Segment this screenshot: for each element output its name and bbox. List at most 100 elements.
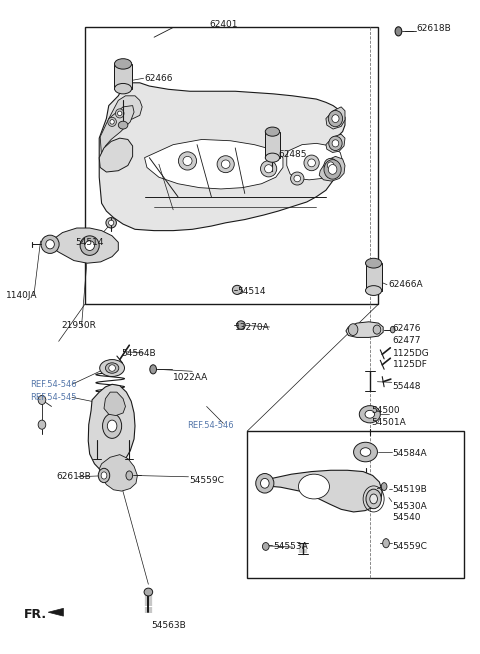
Text: 54559C: 54559C	[189, 476, 224, 485]
Text: 55448: 55448	[393, 383, 421, 391]
Ellipse shape	[265, 127, 280, 136]
Ellipse shape	[395, 27, 402, 36]
Ellipse shape	[304, 155, 319, 171]
Ellipse shape	[327, 162, 334, 169]
Text: 54519B: 54519B	[393, 485, 428, 494]
Polygon shape	[287, 143, 343, 180]
Text: 62401: 62401	[209, 20, 238, 29]
Ellipse shape	[126, 471, 132, 480]
Ellipse shape	[365, 410, 374, 418]
Ellipse shape	[108, 117, 116, 126]
Ellipse shape	[38, 396, 46, 404]
Text: 54584A: 54584A	[393, 449, 427, 458]
Polygon shape	[104, 392, 125, 415]
Ellipse shape	[108, 420, 117, 432]
Text: 54559C: 54559C	[393, 542, 428, 551]
Text: 62466A: 62466A	[388, 280, 422, 289]
Polygon shape	[99, 138, 132, 172]
Ellipse shape	[373, 325, 381, 334]
Ellipse shape	[221, 160, 230, 169]
Ellipse shape	[383, 539, 389, 548]
Text: 1022AA: 1022AA	[173, 373, 208, 383]
Text: 1140JA: 1140JA	[6, 291, 37, 300]
Polygon shape	[346, 322, 383, 337]
Ellipse shape	[290, 172, 304, 185]
Ellipse shape	[217, 156, 234, 173]
Ellipse shape	[106, 218, 116, 228]
Ellipse shape	[366, 489, 381, 509]
Polygon shape	[99, 455, 137, 491]
Text: 62618B: 62618B	[56, 472, 91, 481]
Ellipse shape	[116, 109, 124, 118]
Ellipse shape	[103, 413, 121, 438]
Text: 54530A: 54530A	[393, 502, 428, 511]
Ellipse shape	[109, 365, 116, 371]
Ellipse shape	[41, 235, 59, 253]
Ellipse shape	[179, 152, 197, 170]
Text: 62476: 62476	[393, 324, 421, 333]
Ellipse shape	[332, 140, 339, 147]
Ellipse shape	[237, 321, 245, 329]
Text: 54540: 54540	[393, 513, 421, 523]
Ellipse shape	[46, 240, 54, 249]
Bar	[115, 64, 132, 89]
Ellipse shape	[261, 479, 269, 488]
Polygon shape	[109, 96, 142, 122]
Ellipse shape	[265, 153, 280, 162]
Text: FR.: FR.	[24, 608, 48, 621]
Polygon shape	[99, 83, 345, 231]
Ellipse shape	[329, 136, 342, 150]
Text: 54514: 54514	[75, 238, 104, 247]
Ellipse shape	[108, 220, 114, 226]
Polygon shape	[326, 134, 345, 152]
Ellipse shape	[110, 120, 114, 124]
Text: 1125DF: 1125DF	[393, 360, 428, 370]
Text: REF.54-546: REF.54-546	[30, 380, 77, 389]
Ellipse shape	[115, 59, 132, 69]
Text: 54514: 54514	[238, 286, 266, 296]
Text: 54553A: 54553A	[274, 542, 308, 551]
Polygon shape	[144, 139, 283, 189]
Text: 54500: 54500	[371, 406, 400, 415]
Text: REF.54-545: REF.54-545	[30, 393, 76, 402]
Ellipse shape	[381, 483, 387, 490]
Text: 1125DG: 1125DG	[393, 349, 430, 358]
Polygon shape	[100, 105, 134, 156]
Ellipse shape	[106, 363, 119, 373]
Ellipse shape	[264, 165, 273, 173]
Polygon shape	[88, 385, 135, 472]
Polygon shape	[48, 608, 63, 616]
Ellipse shape	[80, 236, 99, 255]
Ellipse shape	[294, 175, 300, 182]
Ellipse shape	[370, 494, 377, 504]
Ellipse shape	[348, 324, 358, 336]
Text: 21950R: 21950R	[61, 321, 96, 330]
Ellipse shape	[256, 473, 274, 493]
Ellipse shape	[118, 121, 128, 129]
Text: 62477: 62477	[393, 336, 421, 345]
Bar	[247, 431, 464, 577]
Bar	[365, 263, 382, 290]
Ellipse shape	[360, 448, 371, 456]
Ellipse shape	[100, 360, 124, 377]
Text: 54501A: 54501A	[371, 417, 406, 426]
Bar	[265, 131, 280, 158]
Text: 13270A: 13270A	[235, 322, 270, 332]
Text: 62466: 62466	[144, 74, 173, 83]
Text: 62485: 62485	[278, 150, 307, 159]
Ellipse shape	[328, 111, 343, 127]
Text: 62618B: 62618B	[417, 24, 451, 33]
Polygon shape	[326, 107, 345, 129]
Ellipse shape	[365, 286, 382, 296]
Ellipse shape	[365, 258, 382, 268]
Ellipse shape	[324, 160, 341, 179]
Ellipse shape	[183, 156, 192, 165]
Polygon shape	[49, 228, 118, 263]
Polygon shape	[319, 156, 345, 181]
Ellipse shape	[38, 420, 46, 429]
Bar	[85, 27, 378, 304]
Ellipse shape	[328, 165, 337, 174]
Ellipse shape	[118, 111, 122, 116]
Text: 54564B: 54564B	[121, 349, 156, 358]
Ellipse shape	[360, 405, 380, 423]
